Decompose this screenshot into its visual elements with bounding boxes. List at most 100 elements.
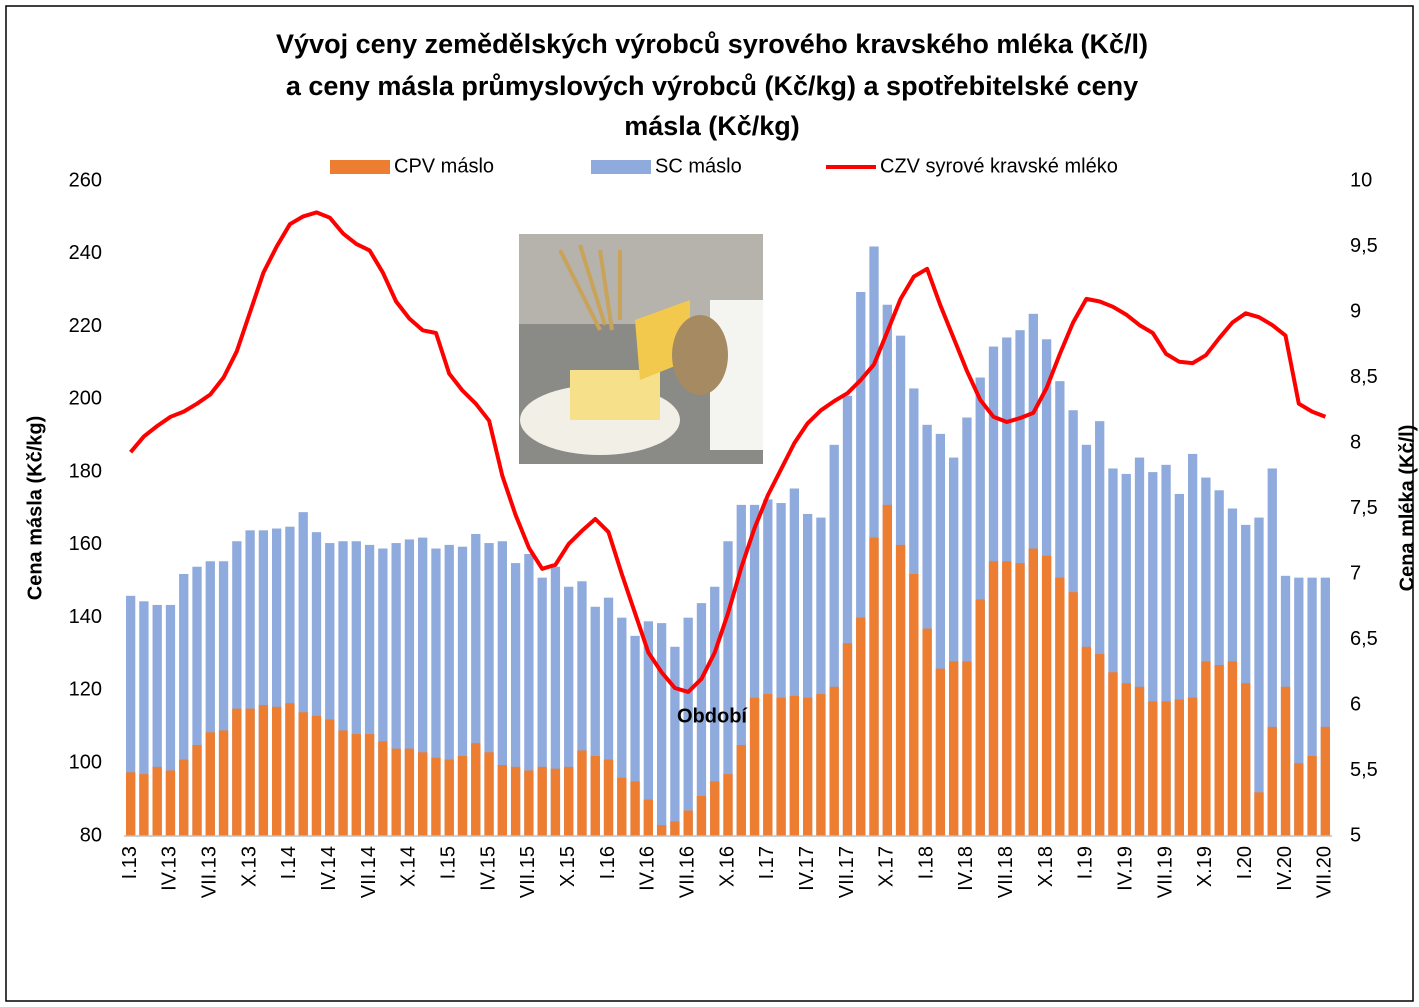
bar [404,748,415,836]
bar [1201,477,1211,836]
x-tick-label: IV.19 [1115,846,1137,891]
bar [497,541,507,836]
bar [949,457,959,836]
x-tick-label: VII.16 [676,846,698,898]
chart-title: Vývoj ceny zemědělských výrobců syrového… [276,29,1148,59]
y2-tick-label: 6 [1350,693,1361,715]
bar [245,708,255,836]
bar [1187,697,1198,836]
legend-label: CPV máslo [394,155,494,177]
photo-butter [570,370,660,420]
bar [856,617,866,836]
bar [232,541,242,836]
y-tick-label: 140 [69,606,102,628]
bar [1174,493,1184,836]
x-tick-label: VII.14 [358,846,380,898]
bar [471,743,481,836]
bar [1174,699,1184,836]
bar [630,781,640,836]
bar [763,694,773,836]
x-tick-label: VII.19 [1154,846,1176,898]
bar [125,595,136,836]
bar [1294,763,1304,836]
x-tick-label: IV.15 [477,846,499,891]
bar [776,697,786,836]
x-tick-label: X.14 [398,846,420,887]
bar [935,668,946,836]
x-tick-label: I.17 [756,846,778,879]
bar [749,504,760,836]
bar [364,544,375,836]
bar [590,755,600,836]
bar [1201,661,1211,836]
y2-tick-label: 8,5 [1350,366,1378,388]
bar [1307,577,1317,836]
bar [192,745,202,836]
bar [1015,563,1025,836]
bar [789,488,800,836]
bar [909,574,919,836]
bar [1108,468,1118,836]
bar [803,513,813,836]
bar [1081,646,1092,836]
bar [1068,592,1078,836]
bar [816,694,826,836]
bar [935,433,946,836]
bar [165,770,176,836]
bar [1028,548,1038,836]
bar [776,503,786,836]
x-tick-label: VII.13 [199,846,221,898]
bar [1214,664,1224,836]
bar [165,604,176,836]
bar [550,768,561,836]
bar [643,799,653,836]
bar [444,759,454,836]
bar [577,581,587,836]
bar [763,499,773,836]
y-tick-label: 80 [80,824,102,846]
bar [404,539,415,836]
x-tick-label: I.14 [278,846,300,879]
bar [975,599,985,836]
x-tick-label: X.15 [557,846,579,887]
x-tick-label: IV.18 [955,846,977,891]
bar [338,541,348,836]
bar [1214,490,1224,836]
photo [519,234,763,464]
bar [537,577,547,836]
y2-tick-label: 5,5 [1350,759,1378,781]
x-tick-label: I.20 [1234,846,1256,879]
bar [656,825,667,836]
bar [842,395,853,836]
bar [125,772,136,836]
bar [656,623,667,836]
x-tick-label: IV.17 [796,846,818,891]
bar [1041,555,1052,836]
bar [418,752,428,836]
bar [603,759,614,836]
bar [1002,561,1012,836]
x-tick-label: VII.18 [995,846,1017,898]
chart-title: másla (Kč/kg) [624,111,800,141]
bar [736,504,746,836]
bar [1254,792,1264,836]
bar [298,512,308,836]
bar [1095,654,1105,836]
bar [1267,726,1277,836]
bar [325,543,335,836]
bar [710,586,720,836]
bar [723,774,733,836]
bar [338,730,348,836]
y2-tick-label: 7 [1350,562,1361,584]
bar [1161,701,1171,836]
line [129,210,1327,694]
bar [603,597,614,836]
bar [1227,661,1238,836]
bar [378,548,388,836]
bar [696,795,707,836]
bar [524,553,534,836]
bar [829,444,839,836]
bar [670,821,680,836]
y-tick-label: 120 [69,679,102,701]
bar [749,697,760,836]
